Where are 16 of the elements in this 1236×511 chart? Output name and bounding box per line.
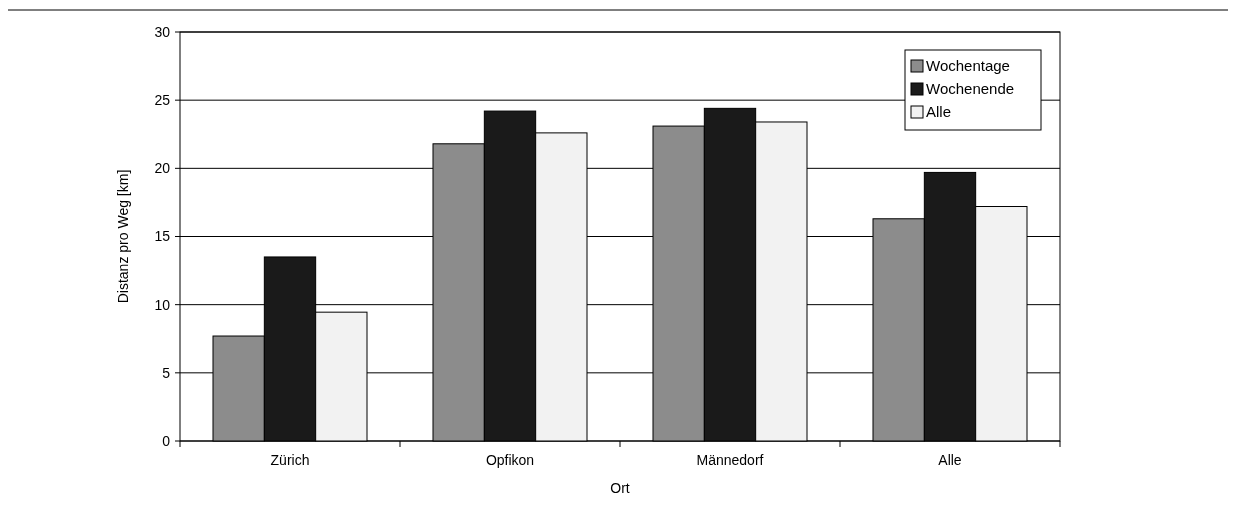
legend-label: Alle [926, 103, 952, 120]
y-tick-label: 25 [154, 92, 171, 109]
y-tick-label: 5 [162, 364, 171, 381]
y-tick-label: 20 [154, 160, 171, 177]
x-tick-label: Männedorf [696, 452, 764, 468]
y-tick-label: 10 [154, 296, 171, 313]
y-axis-title: Distanz pro Weg [km] [115, 169, 131, 304]
y-tick-label: 30 [154, 23, 171, 40]
y-tick-label: 15 [154, 228, 171, 245]
x-tick-label: Zürich [270, 452, 310, 468]
legend-label: Wochentage [926, 57, 1010, 74]
y-tick-label: 0 [162, 432, 171, 449]
x-axis-title: Ort [610, 480, 630, 496]
x-tick-label: Opfikon [485, 452, 535, 468]
legend-label: Wochenende [926, 80, 1015, 97]
x-tick-label: Alle [938, 452, 962, 468]
